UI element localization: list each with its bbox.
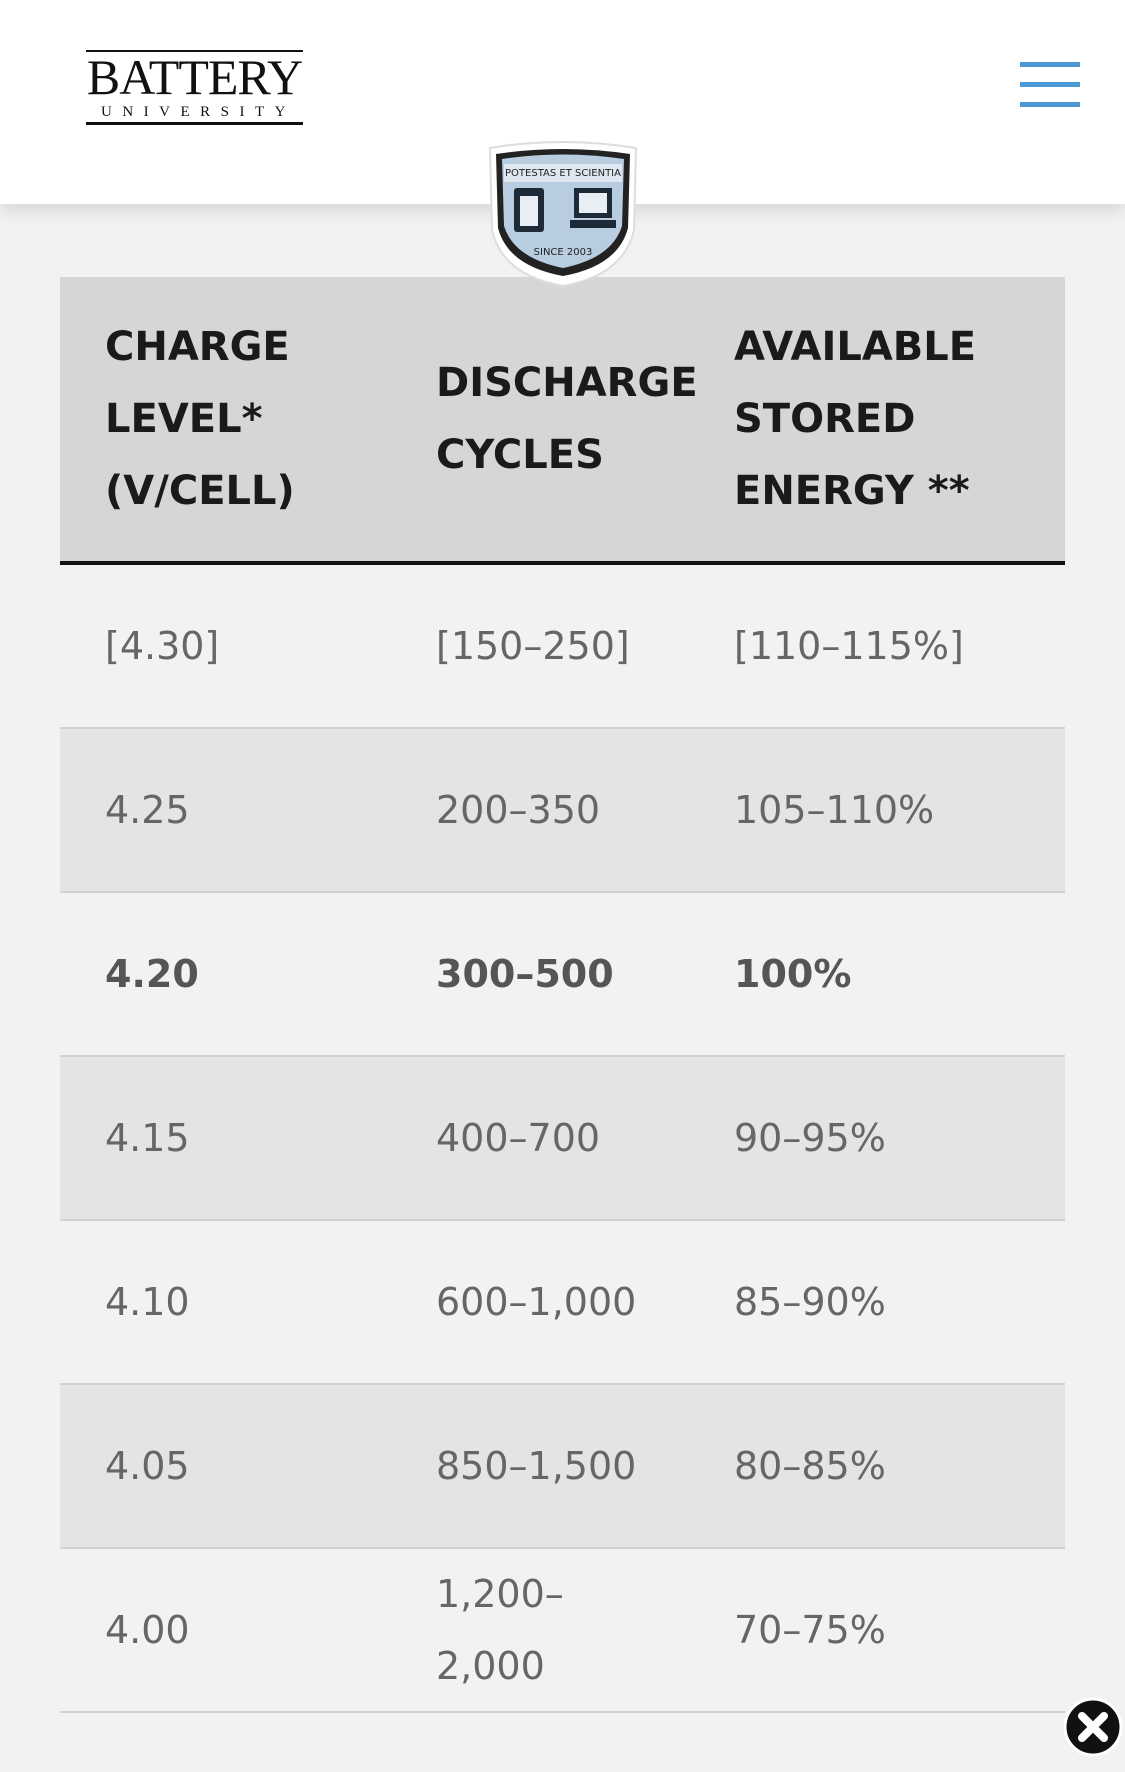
table-cell: [110–115%] [689,563,1065,729]
table-cell: 105–110% [689,728,1065,893]
table-cell: 70–75% [689,1548,1065,1713]
table-cell: 4.20 [60,892,391,1057]
column-header: DISCHARGE CYCLES [391,277,698,565]
table-cell: 850–1,500 [391,1384,689,1549]
table-cell: 600–1,000 [391,1220,689,1385]
table-cell: 4.00 [60,1548,391,1713]
header-row: CHARGE LEVEL* (V/CELL) DISCHARGE CYCLES AV… [60,277,1065,565]
column-header: CHARGE LEVEL* (V/CELL) [60,277,391,565]
table-row: 4.25 200–350 105–110% [60,728,1065,893]
data-table: CHARGE LEVEL* (V/CELL) DISCHARGE CYCLES AV… [60,277,1065,1713]
table-row: 4.00 1,200–2,000 70–75% [60,1548,1065,1713]
table-cell: 1,200–2,000 [391,1548,689,1713]
badge: POTESTAS ET SCIENTIA SINCE 2003 [488,141,638,288]
table-cell: 400–700 [391,1056,689,1221]
table-row: [4.30] [150–250] [110–115%] [60,563,1065,729]
logo-subtitle: UNIVERSITY [86,102,303,125]
table-row: 4.05 850–1,500 80–85% [60,1384,1065,1549]
table-cell: 80–85% [689,1384,1065,1549]
table-cell: 90–95% [689,1056,1065,1221]
table-cell: 4.15 [60,1056,391,1221]
table-cell: 4.05 [60,1384,391,1549]
menu-button[interactable] [1020,62,1080,108]
table-row: 4.20 300–500 100% [60,892,1065,1057]
table-row: 4.10 600–1,000 85–90% [60,1220,1065,1385]
table-cell: [4.30] [60,563,391,729]
badge-motto: POTESTAS ET SCIENTIA [505,168,621,179]
logo-title: BATTERY [86,49,303,105]
table-cell: 4.10 [60,1220,391,1385]
table-cell: 4.25 [60,728,391,893]
table-row: 4.15 400–700 90–95% [60,1056,1065,1221]
table-cell: [150–250] [391,563,689,729]
close-button[interactable] [1063,1697,1123,1757]
table-cell: 100% [689,892,1065,1057]
table-cell: 85–90% [689,1220,1065,1385]
column-header: AVAILABLE STORED ENERGY ** [689,277,1065,565]
table-cell: 200–350 [391,728,689,893]
badge-since: SINCE 2003 [534,247,593,258]
logo[interactable]: BATTERY UNIVERSITY [86,50,303,125]
table-cell: 300–500 [391,892,689,1057]
